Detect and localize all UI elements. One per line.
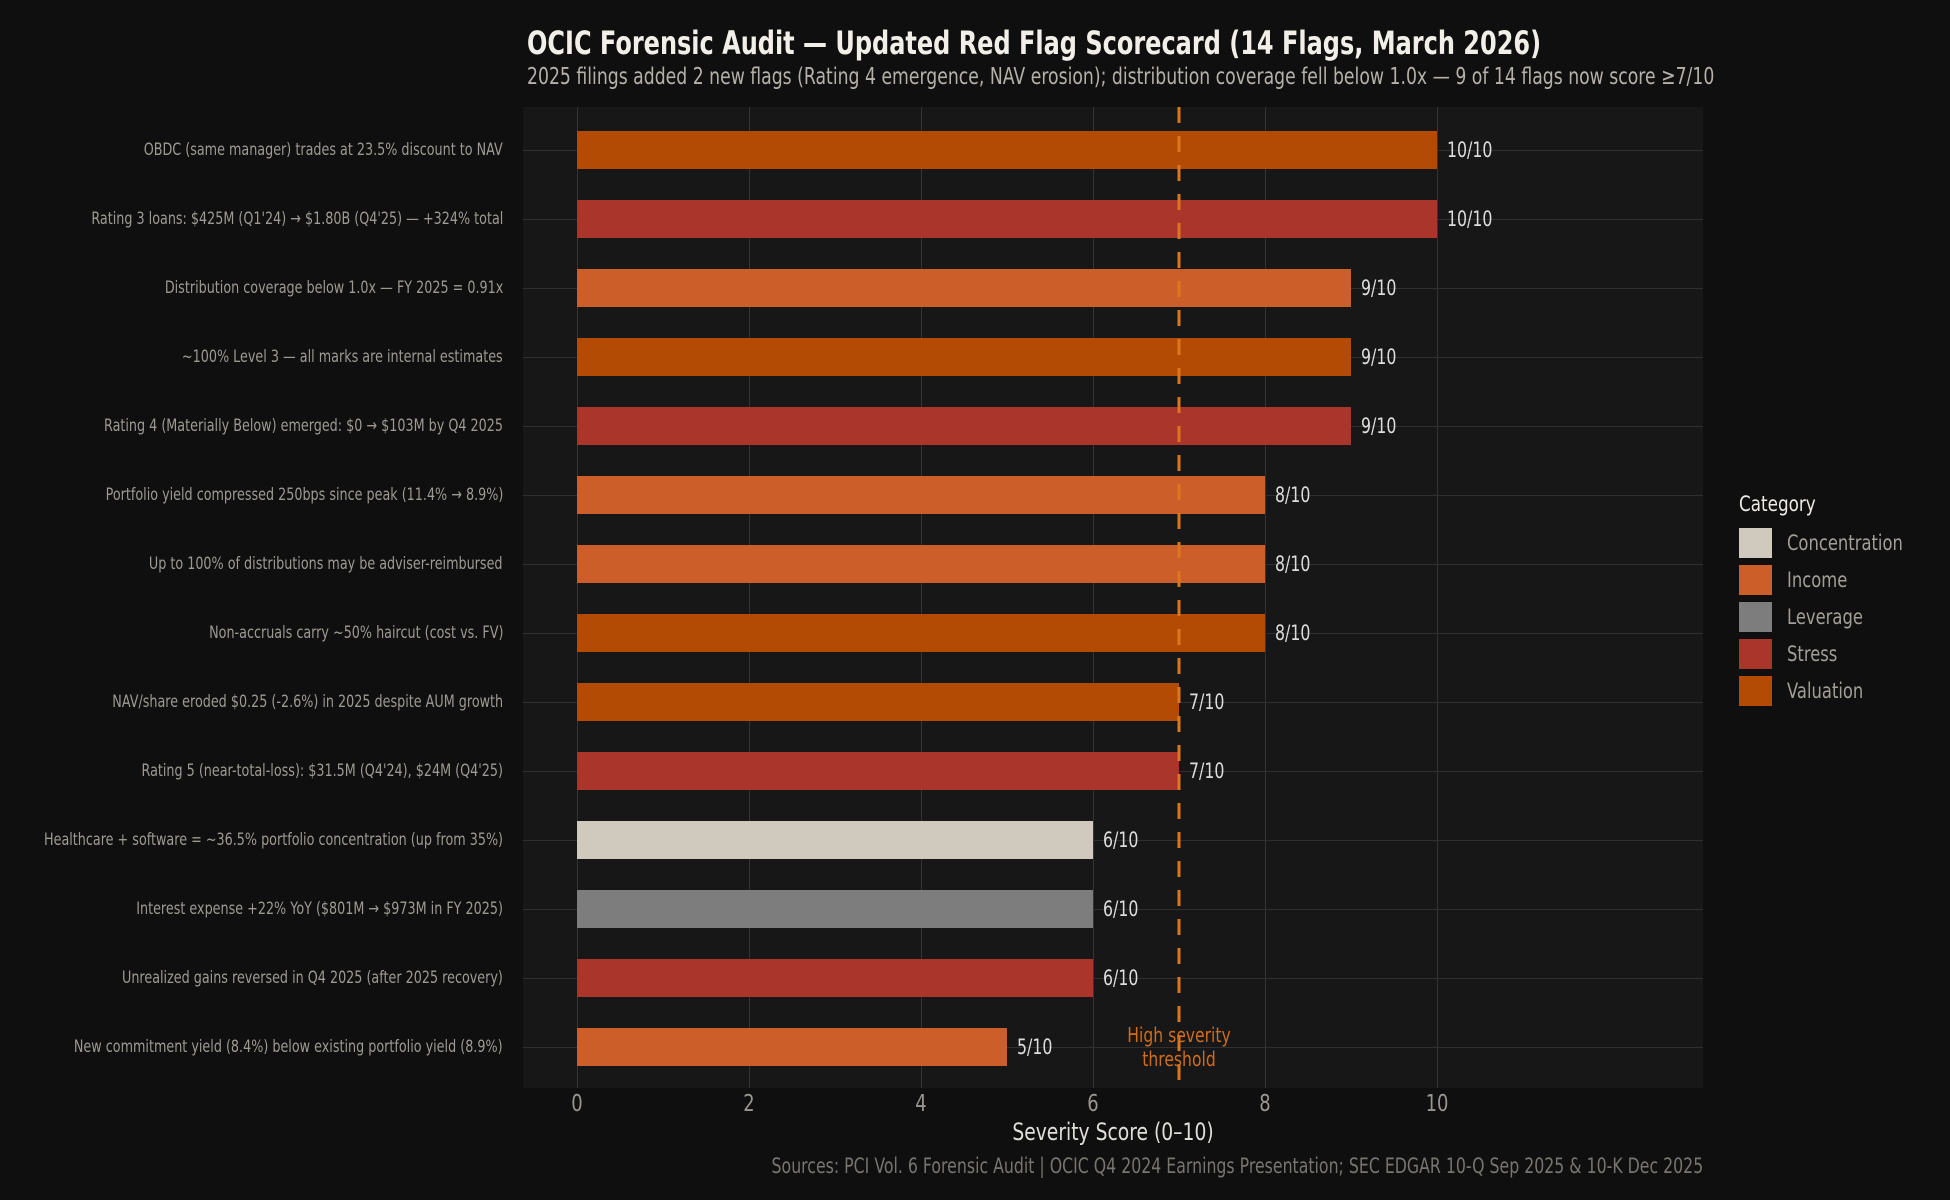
x-tick-label-4: 4 [915, 1091, 927, 1117]
x-tick-label-10: 10 [1425, 1091, 1449, 1117]
bar-value-label: 7/10 [1189, 690, 1225, 714]
legend-label: Income [1787, 568, 1848, 593]
x-tick-label-2: 2 [743, 1091, 755, 1117]
bar [577, 890, 1093, 928]
legend-swatch-concentration [1739, 528, 1772, 559]
chart-subtitle: 2025 filings added 2 new flags (Rating 4… [527, 64, 1715, 90]
flag-label: Up to 100% of distributions may be advis… [149, 554, 503, 574]
legend-item-income: Income [1739, 562, 1936, 599]
bar [577, 614, 1265, 652]
plot-area: 10/10 10/10 9/10 9/10 9/10 8/10 8/10 8/10 7/10 7/… [523, 107, 1703, 1088]
bar [577, 200, 1437, 238]
gridline-x-8 [1265, 107, 1266, 1088]
legend-label: Valuation [1787, 678, 1864, 703]
bar-value-label: 6/10 [1103, 966, 1139, 990]
threshold-annotation-line: threshold [1142, 1047, 1216, 1071]
flag-label: Rating 5 (near-total-loss): $31.5M (Q4'2… [141, 761, 503, 781]
flag-label: ~100% Level 3 — all marks are internal e… [182, 347, 503, 367]
gridline-row [523, 909, 1703, 910]
bar-value-label: 6/10 [1103, 828, 1139, 852]
bar [577, 752, 1179, 790]
gridline-row [523, 978, 1703, 979]
bar [577, 476, 1265, 514]
x-tick-label-6: 6 [1087, 1091, 1099, 1117]
x-tick-label-8: 8 [1259, 1091, 1271, 1117]
bar-value-label: 10/10 [1447, 138, 1493, 162]
gridline-row [523, 840, 1703, 841]
legend-swatch-income [1739, 565, 1772, 596]
y-axis-labels: OBDC (same manager) trades at 23.5% disc… [0, 107, 513, 1088]
source-caption: Sources: PCI Vol. 6 Forensic Audit | OCI… [771, 1154, 1703, 1178]
flag-label: NAV/share eroded $0.25 (-2.6%) in 2025 d… [112, 692, 503, 712]
legend-item-stress: Stress [1739, 635, 1936, 672]
bar [577, 545, 1265, 583]
bar [577, 338, 1351, 376]
bar-value-label: 9/10 [1361, 276, 1397, 300]
flag-label: Unrealized gains reversed in Q4 2025 (af… [122, 968, 503, 988]
gridline-x-6 [1093, 107, 1094, 1088]
flag-label: Healthcare + software = ~36.5% portfolio… [43, 830, 503, 850]
bar [577, 131, 1437, 169]
gridline-x-0 [577, 107, 578, 1088]
legend-item-leverage: Leverage [1739, 599, 1936, 636]
gridline-x-4 [921, 107, 922, 1088]
gridline-row [523, 1047, 1703, 1048]
threshold-line [1177, 107, 1181, 1088]
bar-value-label: 10/10 [1447, 207, 1493, 231]
bar [577, 683, 1179, 721]
bar-value-label: 9/10 [1361, 414, 1397, 438]
gridline-x-10 [1437, 107, 1438, 1088]
bar-value-label: 8/10 [1275, 483, 1311, 507]
legend-label: Leverage [1787, 604, 1863, 629]
legend-items: Concentration Income Leverage Stress Valuati… [1739, 525, 1936, 709]
flag-label: Distribution coverage below 1.0x — FY 20… [164, 278, 503, 298]
bar [577, 407, 1351, 445]
threshold-annotation-line: High severity [1127, 1023, 1231, 1047]
flag-label: Interest expense +22% YoY ($801M → $973M… [136, 899, 503, 919]
bar-value-label: 5/10 [1017, 1035, 1053, 1059]
flag-label: OBDC (same manager) trades at 23.5% disc… [143, 140, 503, 160]
legend-label: Concentration [1787, 531, 1903, 556]
gridline-x-2 [749, 107, 750, 1088]
flag-label: Portfolio yield compressed 250bps since … [105, 485, 503, 505]
legend-swatch-leverage [1739, 601, 1772, 632]
bar [577, 959, 1093, 997]
bar [577, 821, 1093, 859]
flag-label: Rating 3 loans: $425M (Q1'24) → $1.80B (… [91, 209, 503, 229]
x-tick-label-0: 0 [571, 1091, 583, 1117]
bar [577, 1028, 1007, 1066]
bar-value-label: 9/10 [1361, 345, 1397, 369]
legend: Category Concentration Income Leverage Stre… [1739, 492, 1936, 709]
legend-label: Stress [1787, 641, 1838, 666]
legend-item-valuation: Valuation [1739, 672, 1936, 709]
bar-value-label: 6/10 [1103, 897, 1139, 921]
bar-value-label: 8/10 [1275, 621, 1311, 645]
flag-label: Rating 4 (Materially Below) emerged: $0 … [104, 416, 503, 436]
flag-label: New commitment yield (8.4%) below existi… [74, 1037, 503, 1057]
bar-value-label: 8/10 [1275, 552, 1311, 576]
legend-swatch-stress [1739, 638, 1772, 669]
x-axis-title: Severity Score (0–10) [1012, 1118, 1214, 1146]
bar [577, 269, 1351, 307]
bar-value-label: 7/10 [1189, 759, 1225, 783]
threshold-annotation: High severity threshold [1127, 1023, 1230, 1071]
legend-item-concentration: Concentration [1739, 525, 1936, 562]
legend-title: Category [1739, 492, 1816, 516]
legend-swatch-valuation [1739, 675, 1772, 706]
flag-label: Non-accruals carry ~50% haircut (cost vs… [208, 623, 503, 643]
chart-title: OCIC Forensic Audit — Updated Red Flag S… [527, 24, 1542, 62]
